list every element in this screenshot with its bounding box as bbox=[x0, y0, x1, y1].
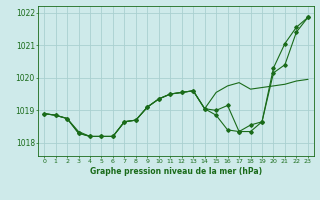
X-axis label: Graphe pression niveau de la mer (hPa): Graphe pression niveau de la mer (hPa) bbox=[90, 167, 262, 176]
